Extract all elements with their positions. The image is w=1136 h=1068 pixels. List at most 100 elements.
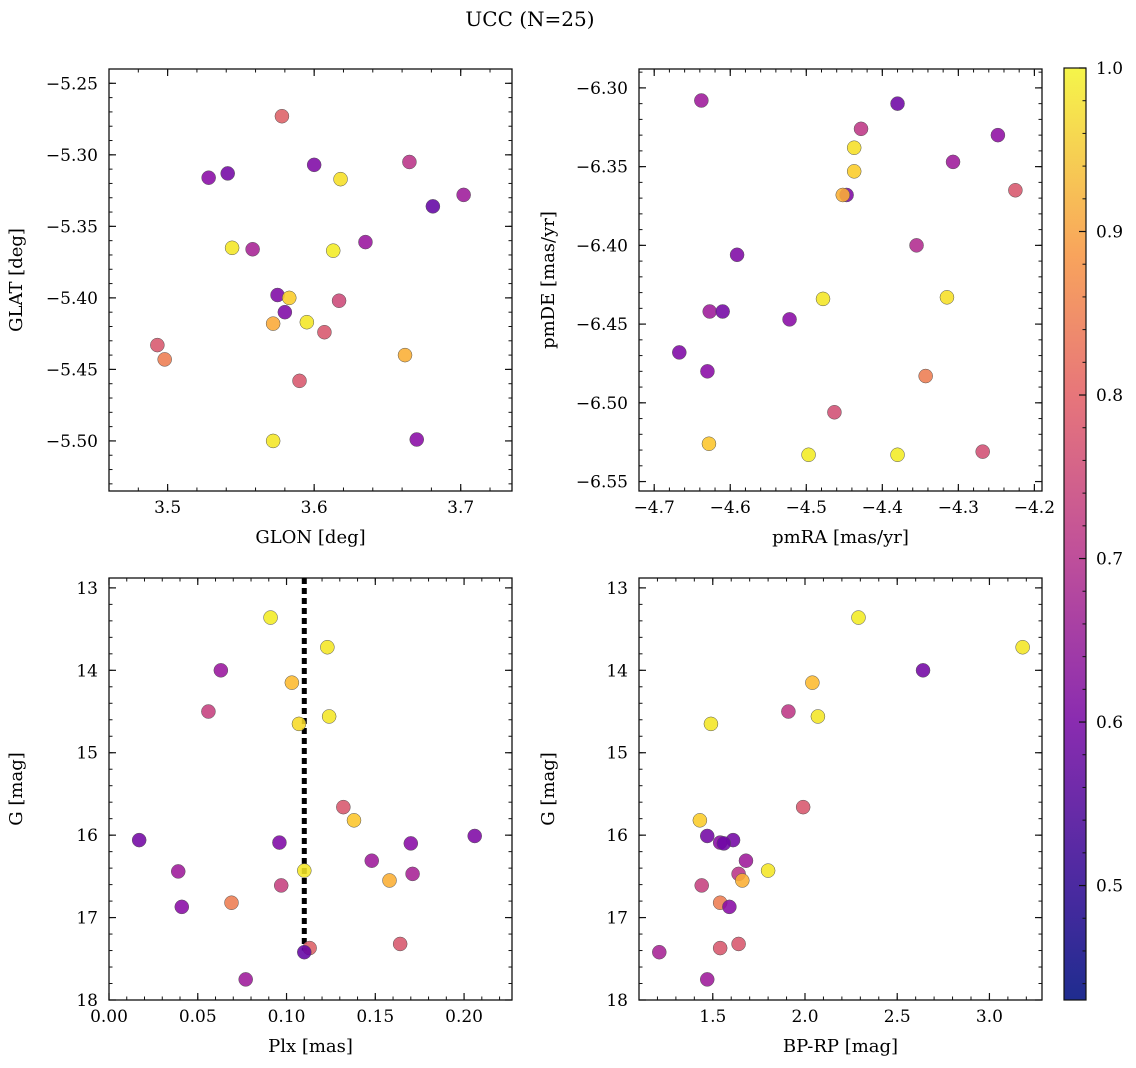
data-point [467,828,482,844]
y-tick-label: 18 [606,991,628,1011]
data-point [801,447,816,463]
data-point [402,154,417,170]
y-tick-label: 16 [76,826,98,846]
y-tick-label: −6.55 [576,473,628,493]
y-tick-label: 14 [76,661,98,681]
axes-frame [638,68,1043,492]
data-point [174,899,190,915]
x-tick-label: 2.0 [791,1007,818,1027]
data-point [805,675,820,690]
x-tick-label: 0.00 [90,1007,128,1027]
data-point [224,895,239,910]
data-point [201,704,216,719]
colorbar-tick-label: 1.0 [1096,59,1123,79]
colorbar-gradient [1063,67,1087,1001]
figure-title: UCC (N=25) [465,7,594,31]
data-point [245,241,260,257]
data-point [846,164,862,179]
data-point [263,610,278,625]
colorbar-tick-label: 0.5 [1096,877,1123,897]
data-point [990,127,1006,143]
data-point [1015,639,1030,655]
x-tick-label: −4.4 [862,498,903,518]
scatter-panel-plx-g: 0.00 0.05 0.10 0.15 0.20 13 14 15 16 17 18 Plx [mas… [6,577,513,1057]
data-point [273,878,289,893]
y-tick-label: −6.50 [576,394,628,414]
x-tick-label: −4.6 [710,498,751,518]
data-point [810,709,826,724]
data-point [890,447,905,463]
y-tick-label: −6.40 [576,236,628,256]
data-point [918,368,933,384]
colorbar-tick-label: 0.7 [1096,550,1123,570]
data-point [915,663,931,678]
data-point [325,243,341,258]
axes-frame [108,68,513,492]
y-tick-label: 17 [76,909,98,929]
data-point [890,96,905,111]
y-axis-label: G [mag] [538,752,559,825]
x-tick-label: 3.0 [976,1007,1003,1027]
data-point [320,639,335,655]
data-point [306,157,322,173]
data-point [795,799,811,815]
x-tick-label: 2.5 [884,1007,911,1027]
colorbar: 0.5 0.6 0.7 0.8 0.9 1.0 [1063,59,1123,1001]
data-point [201,170,216,185]
data-point [702,304,717,319]
data-point [321,709,337,724]
data-point [282,290,297,306]
x-tick-label: −4.7 [634,498,675,518]
data-point [945,154,961,170]
colorbar-tick-label: 0.8 [1096,386,1123,406]
data-point [715,304,730,319]
data-point [827,405,842,420]
y-tick-label: −5.40 [46,289,98,309]
y-tick-label: −6.35 [576,158,628,178]
x-tick-label: 0.20 [445,1007,483,1027]
data-point [157,352,172,367]
x-axis-label: Plx [mas] [268,1036,353,1057]
data-point [815,291,831,307]
y-tick-label: 13 [606,579,628,599]
data-point [712,940,728,956]
data-point [703,716,719,732]
data-point [274,108,290,124]
colorbar-tick-label: 0.6 [1096,713,1123,733]
data-point [405,866,420,882]
scatter-panel-bprp-g: 1.5 2.0 2.5 3.0 13 14 15 16 17 18 BP-RP [mag] G [ma… [538,577,1043,1057]
x-tick-label: 0.15 [356,1007,394,1027]
data-point [853,121,869,137]
x-tick-label: −4.2 [1014,498,1055,518]
data-point [333,171,348,187]
data-point [694,878,709,893]
x-tick-label: 3.5 [154,498,181,518]
data-point [456,187,471,203]
data-point [297,944,312,960]
data-point [652,944,667,960]
data-point [277,304,293,320]
y-axis-label: GLAT [deg] [6,228,27,332]
data-point [425,199,441,214]
data-point [851,610,866,625]
y-tick-label: 17 [606,909,628,929]
x-tick-label: 3.7 [447,498,474,518]
y-tick-label: 14 [606,661,628,681]
data-point [131,832,147,848]
data-point [781,704,796,719]
data-point [729,247,745,263]
x-axis-label: BP-RP [mag] [783,1036,898,1057]
data-point [701,436,717,452]
data-point [265,316,281,331]
data-point [336,799,351,815]
data-point [722,899,737,915]
data-point [297,863,312,878]
data-point [939,290,955,305]
scatter-panel-pmra-pmde: −4.7 −4.6 −4.5 −4.4 −4.3 −4.2 −6.30 −6.35 −6.40 −… [538,68,1055,548]
data-point [699,828,715,844]
data-point [1008,182,1023,198]
data-point [284,675,300,690]
axes-frame [638,577,1043,1001]
y-tick-label: −6.45 [576,315,628,335]
data-point [317,324,332,340]
